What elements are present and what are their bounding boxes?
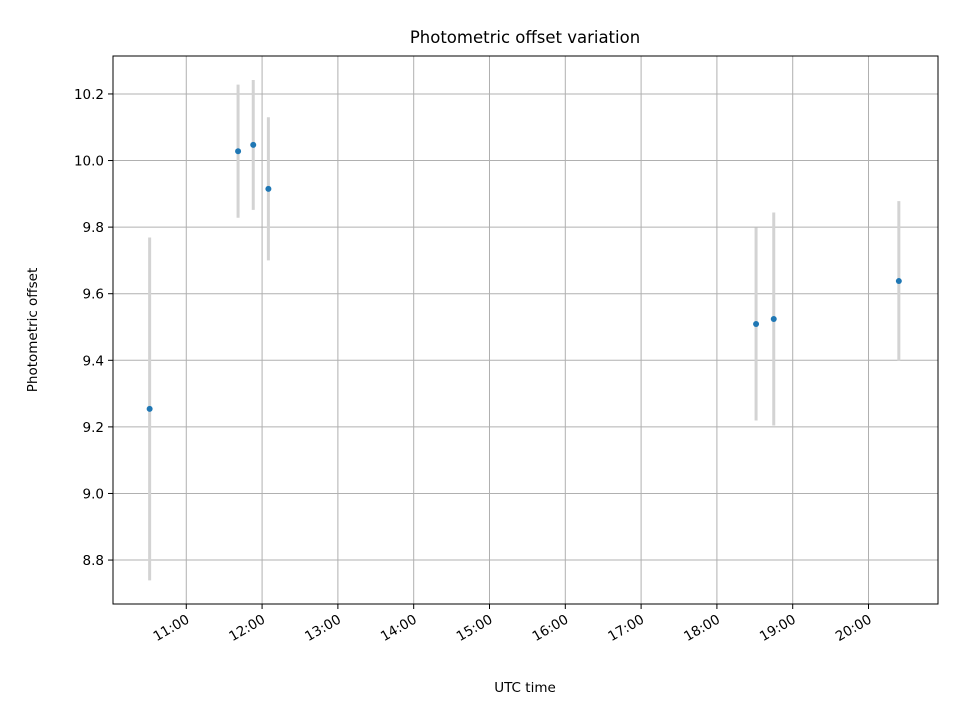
- data-point: [770, 316, 777, 323]
- x-tick-label: 13:00: [302, 612, 344, 645]
- y-tick-label: 9.0: [83, 486, 104, 502]
- x-tick-label: 12:00: [226, 612, 268, 645]
- y-tick-label: 10.0: [74, 154, 104, 170]
- x-tick-label: 20:00: [833, 612, 875, 645]
- y-tick-label: 10.2: [74, 87, 104, 103]
- ticks: 11:00 12:00 13:00 14:00 15:00 16:00 17:00 18:00…: [74, 87, 875, 645]
- x-tick-label: 19:00: [757, 612, 799, 645]
- x-tick-label: 16:00: [530, 612, 572, 645]
- data-point: [895, 278, 902, 285]
- x-tick-label: 18:00: [681, 612, 723, 645]
- data-marks: [146, 79, 902, 581]
- y-tick-label: 9.4: [83, 353, 104, 369]
- x-tick-label: 11:00: [151, 612, 193, 645]
- y-tick-label: 9.2: [83, 420, 104, 436]
- y-axis-label: Photometric offset: [25, 268, 41, 392]
- data-point: [250, 141, 257, 148]
- plot-frame: [112, 55, 939, 605]
- grid: [113, 56, 938, 604]
- chart-title: Photometric offset variation: [410, 28, 640, 47]
- y-tick-label: 9.8: [83, 220, 104, 236]
- x-tick-label: 17:00: [605, 612, 647, 645]
- y-tick-label: 8.8: [83, 553, 104, 569]
- x-tick-label: 14:00: [378, 612, 420, 645]
- data-point: [753, 321, 760, 328]
- x-tick-label: 15:00: [454, 612, 496, 645]
- data-point: [235, 148, 242, 155]
- y-tick-label: 9.6: [83, 287, 104, 303]
- data-point: [265, 185, 272, 192]
- x-axis-label: UTC time: [494, 680, 556, 696]
- data-point: [146, 405, 153, 412]
